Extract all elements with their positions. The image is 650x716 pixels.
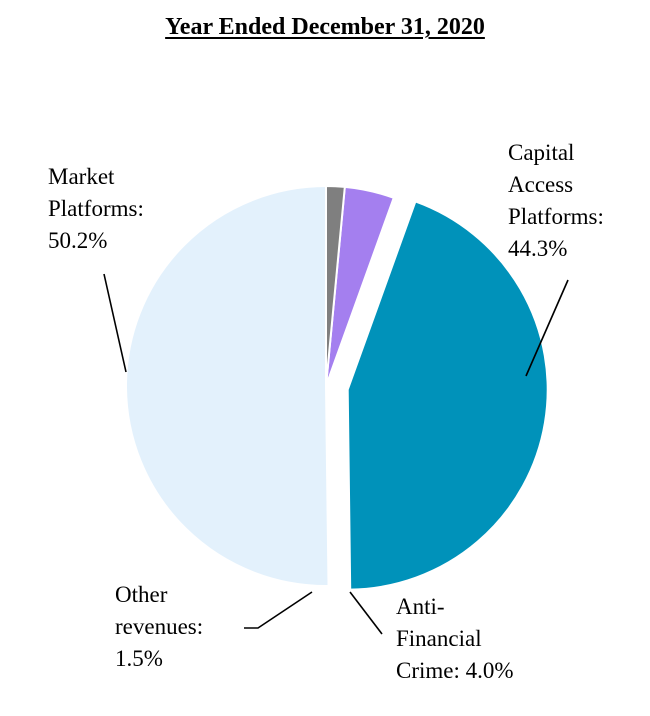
slice-label-line: Anti- (396, 594, 445, 619)
leader-line-capital-access-platforms (525, 279, 569, 377)
slice-label-line: Capital (508, 140, 574, 165)
leader-line-other-revenues (244, 591, 313, 629)
slice-label-line: Platforms: (508, 204, 604, 229)
pie-slice-market-platforms (124, 184, 330, 587)
slice-label-capital-access-platforms: Capital Access Platforms: 44.3% (508, 140, 604, 261)
chart-title: Year Ended December 31, 2020 (165, 14, 485, 40)
slice-label-line: Platforms: (48, 196, 144, 221)
slice-label-anti-financial-crime: Anti- Financial Crime: 4.0% (396, 594, 514, 683)
slice-label-line: Access (508, 172, 573, 197)
pie-slice-other-revenues (325, 184, 346, 387)
slice-label-line: 50.2% (48, 228, 107, 253)
slice-label-line: 1.5% (115, 646, 163, 671)
slice-label-other-revenues: Other revenues: 1.5% (115, 582, 203, 671)
slice-label-line: 44.3% (508, 236, 567, 261)
leader-line-anti-financial-crime (349, 591, 383, 635)
slice-label-line: revenues: (115, 614, 203, 639)
pie-slice-capital-access-platforms (346, 200, 549, 591)
slice-label-line: Market (48, 164, 115, 189)
slice-label-line: Crime: 4.0% (396, 658, 514, 683)
slice-label-line: Financial (396, 626, 482, 651)
leader-line-market-platforms (103, 273, 127, 373)
slice-label-line: Other (115, 582, 168, 607)
slice-label-market-platforms: Market Platforms: 50.2% (48, 164, 144, 253)
